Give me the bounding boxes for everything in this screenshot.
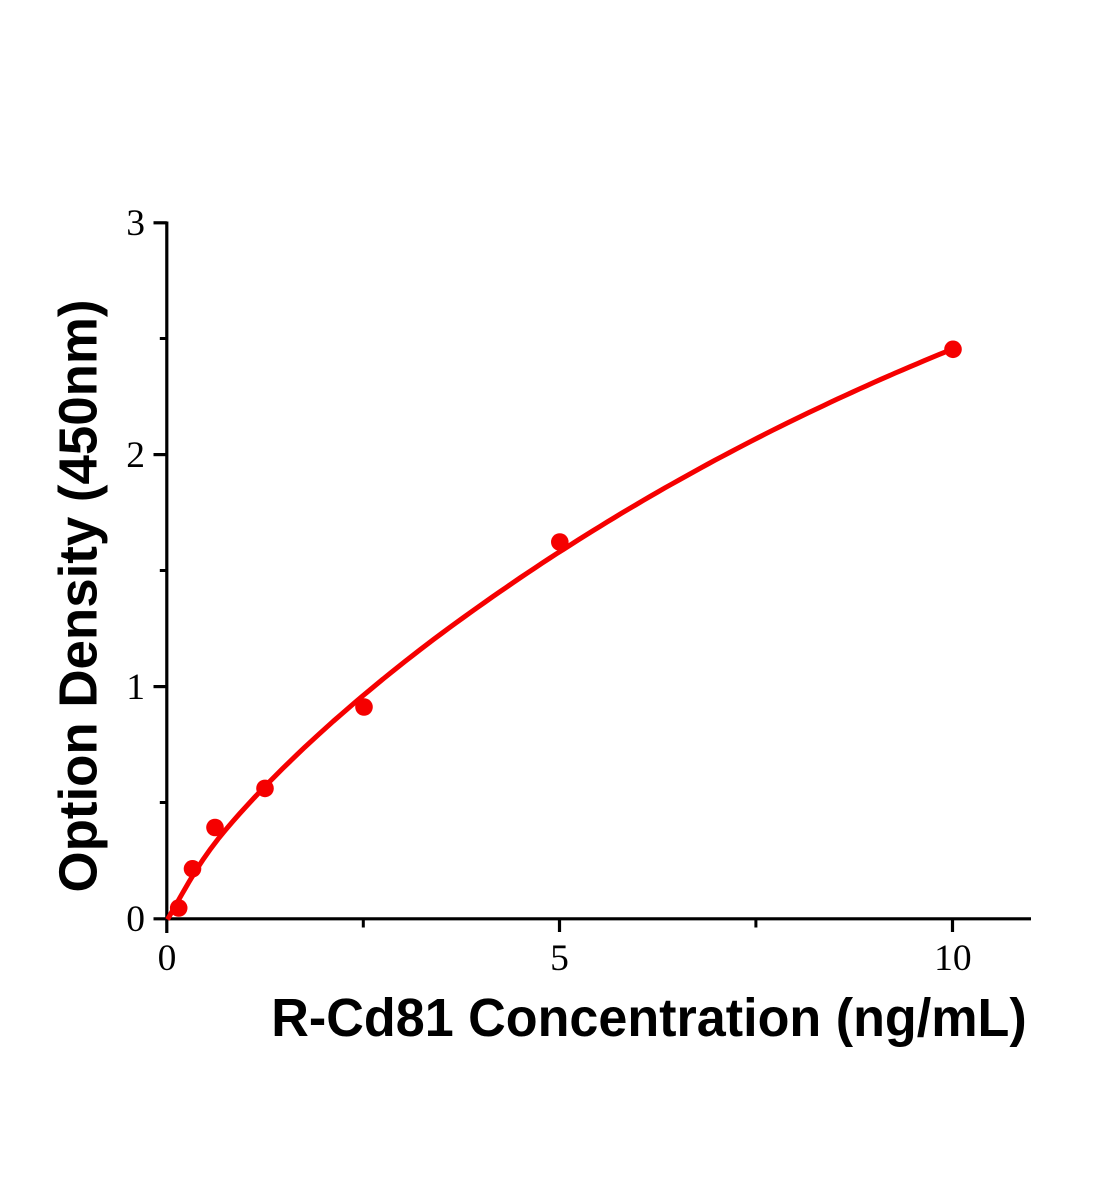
svg-text:Option Density (450nm): Option Density (450nm) — [49, 300, 108, 893]
svg-text:2: 2 — [126, 435, 145, 476]
svg-text:0: 0 — [126, 899, 145, 940]
svg-text:10: 10 — [934, 938, 972, 979]
svg-text:3: 3 — [126, 203, 145, 244]
svg-text:R-Cd81 Concentration (ng/mL): R-Cd81 Concentration (ng/mL) — [271, 988, 1026, 1048]
svg-text:0: 0 — [158, 938, 177, 979]
svg-text:5: 5 — [550, 938, 569, 979]
svg-text:1: 1 — [126, 667, 145, 708]
